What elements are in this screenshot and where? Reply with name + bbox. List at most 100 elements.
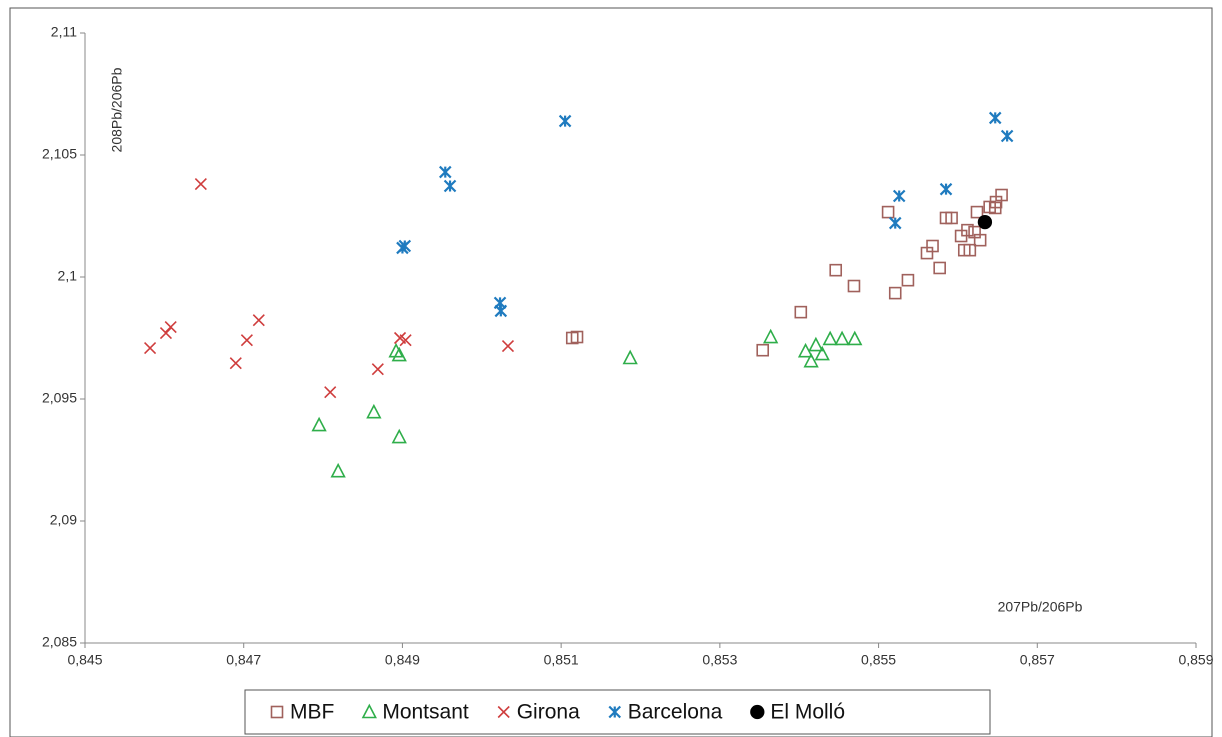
point: [194, 177, 207, 191]
point: [558, 114, 572, 128]
point: [945, 211, 958, 225]
point: [366, 403, 382, 419]
marker-asterisk: [939, 182, 953, 196]
x-axis-label: 207Pb/206Pb: [998, 599, 1083, 615]
marker-cross: [324, 386, 337, 399]
marker-triangle: [814, 345, 830, 361]
marker-triangle: [330, 462, 346, 478]
point: [847, 279, 861, 293]
point: [501, 339, 515, 353]
legend-label: MBF: [290, 701, 334, 724]
marker-asterisk: [892, 189, 906, 203]
marker-square: [570, 330, 584, 344]
point: [847, 330, 863, 346]
point: [494, 304, 508, 318]
marker-triangle: [311, 416, 327, 432]
marker-cross: [144, 341, 157, 355]
point: [834, 330, 850, 346]
marker-cross: [252, 314, 265, 327]
marker-square: [970, 205, 984, 219]
chart-frame: [9, 7, 1213, 737]
marker-square: [756, 343, 770, 357]
point: [443, 179, 457, 193]
point: [970, 205, 984, 219]
point: [371, 363, 384, 376]
marker-square: [963, 243, 977, 257]
marker-triangle: [361, 703, 377, 719]
legend-label: Girona: [517, 701, 580, 724]
marker-triangle: [622, 349, 638, 365]
point: [977, 214, 993, 230]
point: [892, 189, 906, 203]
x-tick-label: 0,851: [544, 652, 579, 668]
marker-triangle: [808, 336, 824, 352]
x-tick-label: 0,853: [702, 652, 737, 668]
point: [822, 330, 838, 346]
point: [1000, 129, 1014, 143]
marker-square: [794, 305, 808, 319]
marker-square: [901, 273, 915, 287]
point: [159, 327, 173, 340]
point: [961, 223, 974, 237]
legend-label: Montsant: [382, 701, 469, 724]
marker-dot: [977, 214, 993, 230]
point: [311, 416, 327, 432]
point: [763, 328, 779, 344]
marker-asterisk: [398, 239, 412, 253]
marker-square: [829, 263, 843, 277]
point: [926, 239, 939, 253]
marker-cross: [497, 705, 510, 719]
marker-square: [847, 279, 861, 293]
point: [988, 111, 1002, 125]
marker-asterisk: [443, 179, 457, 193]
marker-asterisk: [558, 114, 572, 128]
point: [829, 263, 843, 277]
marker-square: [881, 205, 895, 219]
marker-triangle: [834, 330, 850, 346]
x-tick-label: 0,859: [1178, 652, 1213, 668]
marker-asterisk: [494, 304, 508, 318]
marker-triangle: [803, 352, 819, 368]
point: [252, 314, 265, 327]
marker-triangle: [763, 328, 779, 344]
point: [881, 205, 895, 219]
marker-square: [933, 261, 946, 275]
point: [622, 349, 638, 365]
marker-square: [945, 211, 958, 225]
y-tick-label: 2,105: [42, 146, 77, 162]
marker-cross: [164, 320, 177, 334]
marker-dot: [750, 704, 765, 720]
y-tick-label: 2,085: [42, 634, 77, 650]
point: [229, 357, 242, 370]
marker-asterisk: [888, 216, 902, 230]
point: [391, 346, 407, 362]
point: [888, 286, 902, 300]
marker-square: [995, 188, 1008, 202]
point: [398, 239, 412, 253]
marker-triangle: [366, 403, 382, 419]
point: [794, 305, 808, 319]
marker-cross: [229, 357, 242, 370]
marker-cross: [501, 339, 515, 353]
x-tick-label: 0,849: [385, 652, 420, 668]
point: [164, 320, 177, 334]
point: [144, 341, 157, 355]
point: [756, 343, 770, 357]
y-tick-label: 2,095: [42, 390, 77, 406]
point: [388, 342, 404, 358]
point: [361, 703, 377, 719]
marker-asterisk: [988, 111, 1002, 125]
marker-asterisk: [1000, 129, 1014, 143]
marker-triangle: [847, 330, 863, 346]
y-tick-label: 2,11: [51, 24, 77, 40]
marker-square: [973, 233, 987, 247]
point: [439, 165, 452, 179]
marker-cross: [194, 177, 207, 191]
y-axis-label: 208Pb/206Pb: [109, 67, 125, 152]
legend-box: [244, 689, 991, 735]
marker-square: [961, 223, 974, 237]
point: [939, 182, 953, 196]
x-tick-label: 0,847: [226, 652, 261, 668]
point: [933, 261, 946, 275]
point: [570, 330, 584, 344]
